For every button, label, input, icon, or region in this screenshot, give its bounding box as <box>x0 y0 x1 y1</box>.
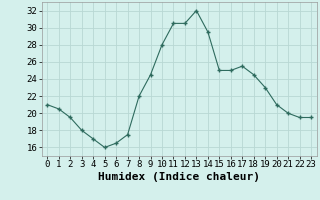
X-axis label: Humidex (Indice chaleur): Humidex (Indice chaleur) <box>98 172 260 182</box>
